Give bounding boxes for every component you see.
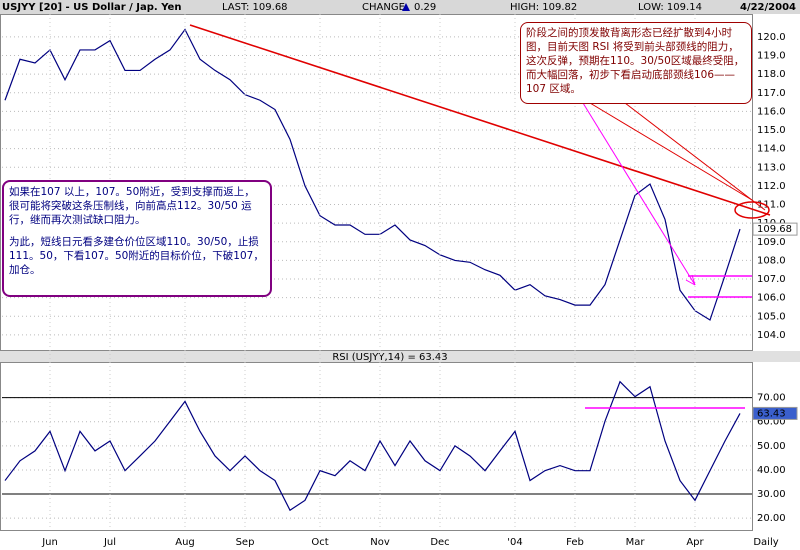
x-tick-label: Dec (430, 537, 449, 548)
change: 0.29 (414, 2, 436, 13)
y-tick-label: 60.00 (757, 417, 786, 428)
last-value-tag (752, 406, 798, 420)
y-tick-label: 111.0 (757, 200, 786, 211)
trend-line (189, 24, 771, 216)
y-tick-label: 112.0 (757, 181, 786, 192)
y-tick-label: 116.0 (757, 106, 786, 117)
y-tick-label: 107.0 (757, 274, 786, 285)
right-note: 阶段之间的顶发散背离形态已经扩散到4小时图，目前天图 RSI 将受到前头部颈线的… (520, 22, 752, 104)
y-tick-label: 20.00 (757, 513, 786, 524)
note-text: 为此，短线日元看多建仓价位区域110。30/50，止损 111。50，下看107… (9, 236, 264, 276)
header-bar (0, 0, 800, 14)
last-value-label: 63.43 (757, 408, 786, 419)
y-tick-label: 117.0 (757, 88, 786, 99)
y-tick-label: 109.0 (757, 237, 786, 248)
y-tick-label: 120.0 (757, 32, 786, 43)
x-tick-label: Apr (686, 537, 704, 548)
y-tick-label: 30.00 (757, 489, 786, 500)
pointer-line (624, 102, 766, 211)
rsi-frame (0, 362, 753, 531)
circle-mark (734, 201, 770, 219)
y-tick-label: 114.0 (757, 144, 786, 155)
data-line (4, 380, 741, 512)
note-text: 如果在107 以上，107。50附近，受到支撑而返上，很可能将突破这条压制线，向… (9, 186, 255, 226)
rsi-title: RSI (USJYY,14) = 63.43 (332, 352, 447, 363)
x-tick-label: Mar (626, 537, 646, 548)
y-tick-label: 105.0 (757, 311, 786, 322)
x-tick-label: Aug (175, 537, 195, 548)
left-note: 如果在107 以上，107。50附近，受到支撑而返上，很可能将突破这条压制线，向… (2, 180, 272, 297)
low: LOW: 109.14 (638, 2, 702, 13)
y-tick-label: 70.00 (757, 393, 786, 404)
last-value-tag (752, 222, 798, 236)
title: USJYY [20] - US Dollar / Jap. Yen (2, 2, 181, 13)
y-tick-label: 119.0 (757, 51, 786, 62)
x-tick-label: Nov (370, 537, 390, 548)
pointer-line (589, 102, 753, 201)
y-tick-label: 108.0 (757, 255, 786, 266)
x-tick-label: Jun (41, 537, 58, 548)
high: HIGH: 109.82 (510, 2, 577, 13)
change-label: CHANGE: (362, 2, 408, 13)
interval-label: Daily (753, 537, 778, 548)
rsi-header-bar (0, 351, 800, 362)
x-tick-label: Feb (566, 537, 584, 548)
x-tick-label: Jul (103, 537, 116, 548)
date: 4/22/2004 (740, 2, 796, 13)
last: LAST: 109.68 (222, 2, 288, 13)
pointer-line (574, 89, 696, 286)
up-triangle (402, 3, 410, 11)
y-tick-label: 104.0 (757, 330, 786, 341)
y-tick-label: 40.00 (757, 465, 786, 476)
x-tick-label: Oct (311, 537, 328, 548)
data-line (4, 28, 741, 321)
y-tick-label: 115.0 (757, 125, 786, 136)
y-tick-label: 118.0 (757, 69, 786, 80)
x-tick-label: Sep (236, 537, 255, 548)
price-frame (0, 14, 753, 351)
x-tick-label: '04 (507, 537, 522, 548)
y-tick-label: 113.0 (757, 162, 786, 173)
y-tick-label: 106.0 (757, 293, 786, 304)
y-tick-label: 50.00 (757, 441, 786, 452)
last-value-label: 109.68 (757, 224, 792, 235)
